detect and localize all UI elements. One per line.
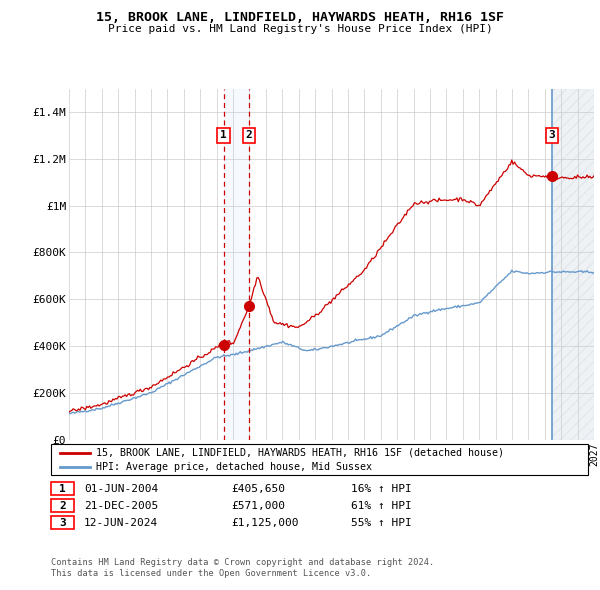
- Text: £1,125,000: £1,125,000: [231, 518, 299, 527]
- Text: 3: 3: [549, 130, 556, 140]
- Text: 15, BROOK LANE, LINDFIELD, HAYWARDS HEATH, RH16 1SF (detached house): 15, BROOK LANE, LINDFIELD, HAYWARDS HEAT…: [96, 448, 504, 458]
- Text: Contains HM Land Registry data © Crown copyright and database right 2024.: Contains HM Land Registry data © Crown c…: [51, 558, 434, 568]
- Text: 2: 2: [59, 501, 66, 510]
- Bar: [224, 88, 249, 440]
- Text: 15, BROOK LANE, LINDFIELD, HAYWARDS HEATH, RH16 1SF: 15, BROOK LANE, LINDFIELD, HAYWARDS HEAT…: [96, 11, 504, 24]
- Bar: [552, 88, 594, 440]
- Text: 1: 1: [59, 484, 66, 493]
- Text: 1: 1: [220, 130, 227, 140]
- Text: 61% ↑ HPI: 61% ↑ HPI: [351, 501, 412, 510]
- Text: 12-JUN-2024: 12-JUN-2024: [84, 518, 158, 527]
- Text: 2: 2: [245, 130, 253, 140]
- Text: 3: 3: [59, 518, 66, 527]
- Text: £405,650: £405,650: [231, 484, 285, 493]
- Text: HPI: Average price, detached house, Mid Sussex: HPI: Average price, detached house, Mid …: [96, 461, 372, 471]
- Text: 55% ↑ HPI: 55% ↑ HPI: [351, 518, 412, 527]
- Text: Price paid vs. HM Land Registry's House Price Index (HPI): Price paid vs. HM Land Registry's House …: [107, 24, 493, 34]
- Text: £571,000: £571,000: [231, 501, 285, 510]
- Text: 01-JUN-2004: 01-JUN-2004: [84, 484, 158, 493]
- Text: 16% ↑ HPI: 16% ↑ HPI: [351, 484, 412, 493]
- Text: 21-DEC-2005: 21-DEC-2005: [84, 501, 158, 510]
- Text: This data is licensed under the Open Government Licence v3.0.: This data is licensed under the Open Gov…: [51, 569, 371, 578]
